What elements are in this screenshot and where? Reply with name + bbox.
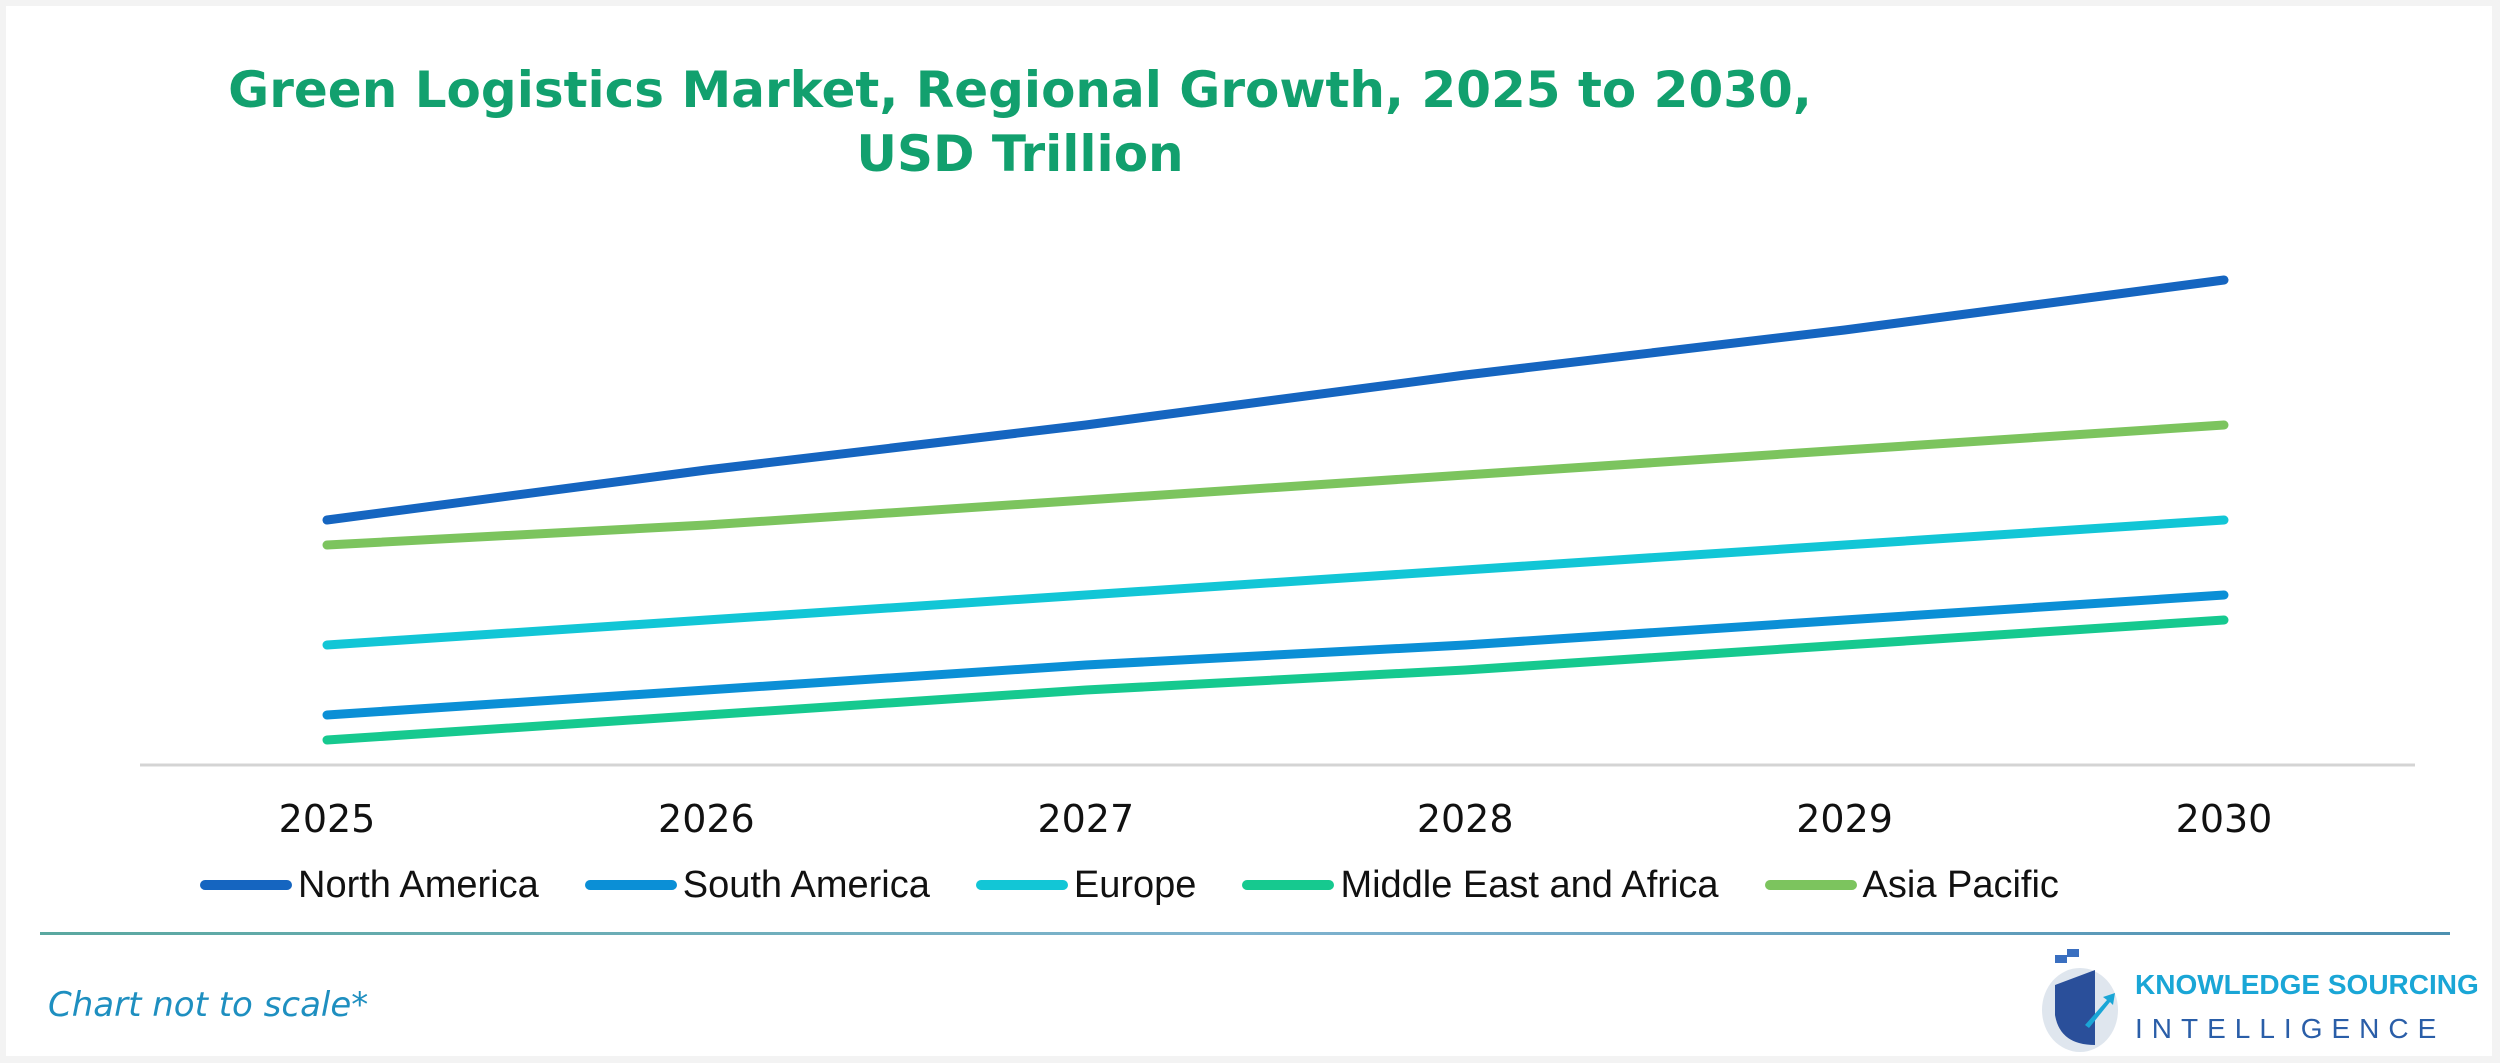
series-line-asia-pacific [322,420,2229,550]
x-tick-label: 2026 [658,797,755,841]
legend-item: Middle East and Africa [1242,862,1719,908]
series-lines [322,275,2229,745]
legend-label: Middle East and Africa [1340,864,1719,906]
legend-swatch [975,880,1068,890]
series-line-south-america [322,590,2229,720]
series-line-europe [322,515,2229,650]
logo-text-line2: INTELLIGENCE [2135,1013,2446,1044]
x-tick-label: 2027 [1037,797,1134,841]
legend-item: South America [584,862,930,908]
legend: North America South America Europe Middle E… [200,862,2460,908]
legend-item: Asia Pacific [1764,862,2059,908]
logo-icon [2042,949,2118,1052]
series-line-middle-east-and-africa [322,615,2229,745]
legend-item: Europe [975,862,1197,908]
series-line-north-america [322,275,2229,525]
legend-swatch [584,880,677,890]
x-tick-label: 2028 [1417,797,1514,841]
legend-label: Europe [1073,864,1197,906]
title-line-1: Green Logistics Market, Regional Growth,… [228,61,1812,119]
x-tick-label: 2025 [279,797,376,841]
divider [40,932,2450,935]
legend-swatch [1764,880,1857,890]
legend-label: Asia Pacific [1862,864,2059,906]
chart-title: Green Logistics Market, Regional Growth,… [0,58,2040,186]
x-ticks: 2025 2026 2027 2028 2029 2030 [279,797,2273,841]
company-logo: KNOWLEDGE SOURCING INTELLIGENCE [2035,945,2479,1055]
legend-label: South America [682,864,930,906]
logo-text-line1: KNOWLEDGE SOURCING [2135,969,2479,1000]
footnote: Chart not to scale* [48,985,369,1025]
x-tick-label: 2029 [1796,797,1893,841]
title-line-2: USD Trillion [856,125,1184,183]
legend-item: North America [200,862,539,908]
legend-swatch [200,880,292,890]
x-tick-label: 2030 [2176,797,2273,841]
legend-swatch [1242,880,1335,890]
legend-label: North America [298,864,539,906]
